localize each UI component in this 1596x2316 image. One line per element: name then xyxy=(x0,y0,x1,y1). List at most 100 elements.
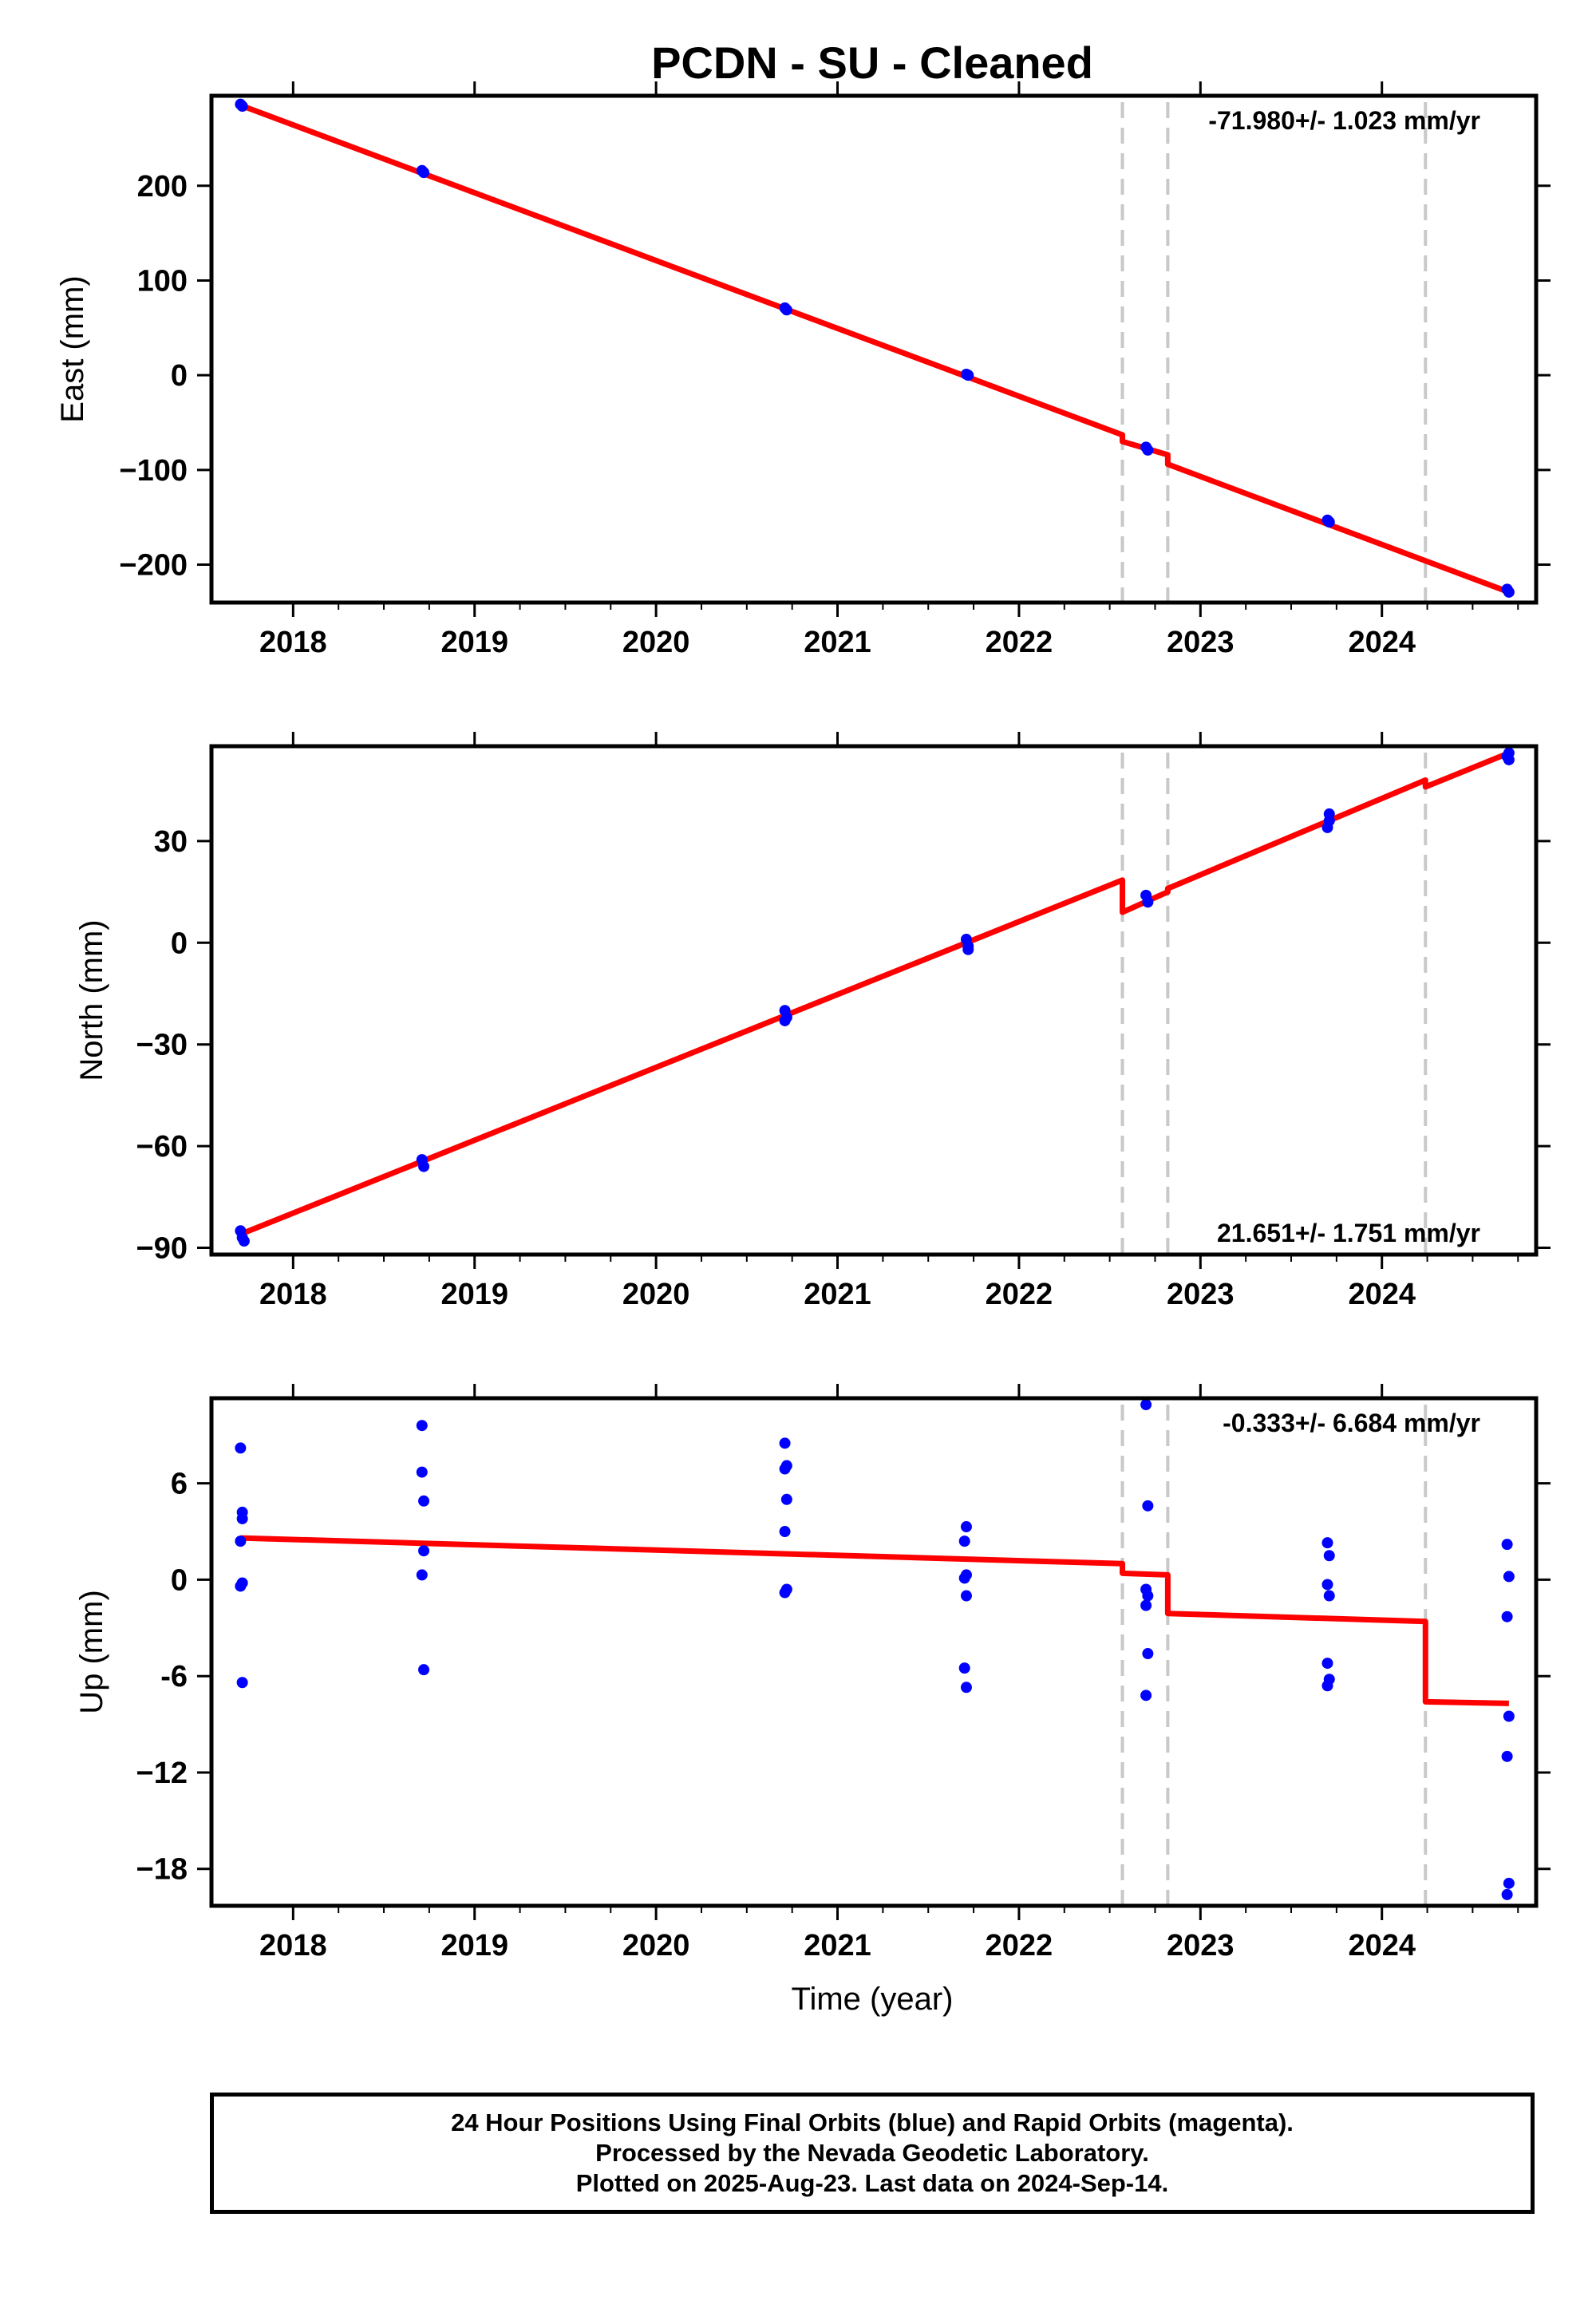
up-data-point xyxy=(960,1521,972,1533)
east-y-tick-label: −200 xyxy=(119,549,188,583)
up-data-point xyxy=(960,1682,972,1694)
north-x-tick-label: 2018 xyxy=(259,1278,327,1311)
north-y-tick-label: −90 xyxy=(136,1232,188,1266)
up-data-point xyxy=(235,1580,247,1592)
north-y-tick-label: 0 xyxy=(171,927,188,960)
up-y-tick-label: -6 xyxy=(160,1660,188,1694)
up-data-point xyxy=(1323,1550,1335,1562)
east-data-point xyxy=(418,167,430,179)
east-y-tick-label: 200 xyxy=(137,170,188,204)
east-data-point xyxy=(1503,586,1515,598)
up-rate-label: -0.333+/- 6.684 mm/yr xyxy=(1223,1409,1480,1437)
x-axis-label: Time (year) xyxy=(792,1982,954,2017)
up-panel: 2018 2019 2020 2021 2022 2023 2024 6 0 -6 −12 −18 Up… xyxy=(74,1384,1551,1962)
footer-line-3: Plotted on 2025-Aug-23. Last data on 202… xyxy=(575,2169,1169,2197)
footer-line-2: Processed by the Nevada Geodetic Laborat… xyxy=(595,2139,1149,2167)
up-data-point xyxy=(1503,1877,1515,1889)
chart-title: PCDN - SU - Cleaned xyxy=(651,38,1093,88)
up-y-tick-label: 6 xyxy=(171,1468,188,1501)
east-data-point xyxy=(1323,516,1335,528)
up-data-point xyxy=(1142,1590,1154,1602)
north-rate-label: 21.651+/- 1.751 mm/yr xyxy=(1217,1219,1480,1247)
east-panel: 2018 2019 2020 2021 2022 2023 2024 200 100 0 −100 −… xyxy=(55,81,1551,659)
up-data-point xyxy=(1501,1611,1513,1622)
up-data-point xyxy=(779,1587,791,1599)
up-data-point xyxy=(779,1437,791,1449)
north-plot-frame xyxy=(209,744,1539,1257)
up-data-point xyxy=(1140,1690,1152,1701)
up-data-point xyxy=(1501,1888,1513,1900)
up-data-point xyxy=(236,1677,248,1689)
east-y-tick-label: 100 xyxy=(137,264,188,298)
north-x-tick-label: 2022 xyxy=(986,1278,1053,1311)
up-y-tick-label: −12 xyxy=(136,1757,188,1790)
up-data-point xyxy=(958,1572,970,1584)
east-rate-label: -71.980+/- 1.023 mm/yr xyxy=(1208,106,1480,135)
up-data-point xyxy=(1503,1710,1515,1722)
up-data-point xyxy=(1503,1571,1515,1583)
north-x-tick-label: 2020 xyxy=(622,1278,690,1311)
up-data-point xyxy=(235,1442,247,1454)
up-data-point xyxy=(1501,1750,1513,1762)
north-y-axis-label: North (mm) xyxy=(74,919,109,1081)
north-y-tick-label: −60 xyxy=(136,1130,188,1164)
up-data-point xyxy=(418,1545,430,1557)
up-data-point xyxy=(235,1535,247,1547)
north-data-point xyxy=(1503,753,1515,765)
up-data-point xyxy=(779,1526,791,1538)
up-data-point xyxy=(1321,1579,1333,1591)
north-x-tick-label: 2019 xyxy=(440,1278,508,1311)
north-x-tick-label: 2021 xyxy=(804,1278,871,1311)
up-x-tick-label: 2024 xyxy=(1348,1929,1416,1962)
east-y-axis-label: East (mm) xyxy=(55,275,90,422)
up-data-point xyxy=(779,1463,791,1475)
up-data-point xyxy=(1142,1500,1154,1512)
up-data-point xyxy=(1501,1539,1513,1551)
footer-line-1: 24 Hour Positions Using Final Orbits (bl… xyxy=(451,2109,1294,2136)
up-data-point xyxy=(958,1535,970,1547)
up-y-axis-label: Up (mm) xyxy=(74,1590,109,1714)
up-x-tick-label: 2022 xyxy=(986,1929,1053,1962)
up-data-point xyxy=(236,1512,248,1524)
up-x-tick-label: 2023 xyxy=(1167,1929,1235,1962)
up-data-point xyxy=(1140,1599,1152,1611)
up-data-point xyxy=(1321,1680,1333,1692)
east-data-point xyxy=(1142,444,1154,456)
up-x-tick-label: 2018 xyxy=(259,1929,327,1962)
up-data-point xyxy=(1140,1399,1152,1411)
up-data-point xyxy=(418,1495,430,1507)
up-y-tick-label: −18 xyxy=(136,1853,188,1887)
north-y-tick-label: −30 xyxy=(136,1029,188,1062)
north-data-point xyxy=(962,943,974,955)
up-trend-line xyxy=(240,1535,1509,1706)
north-y-tick-label: 30 xyxy=(154,825,188,859)
east-x-tick-label: 2024 xyxy=(1348,626,1416,659)
north-trend-line xyxy=(239,750,1511,1237)
up-data-point xyxy=(1321,1658,1333,1670)
up-data-point xyxy=(418,1664,430,1676)
up-data-point xyxy=(958,1662,970,1674)
east-x-tick-label: 2018 xyxy=(259,626,327,659)
east-y-tick-label: 0 xyxy=(171,359,188,393)
east-x-tick-label: 2019 xyxy=(440,626,508,659)
north-data-point xyxy=(238,1235,250,1247)
up-data-point xyxy=(416,1420,428,1432)
up-data-point xyxy=(416,1466,428,1478)
east-data-point xyxy=(962,370,974,381)
east-x-tick-label: 2020 xyxy=(622,626,690,659)
east-x-tick-label: 2022 xyxy=(986,626,1053,659)
north-panel: 2018 2019 2020 2021 2022 2023 2024 30 0 −30 −60 −90… xyxy=(74,732,1551,1311)
north-data-point xyxy=(1323,808,1335,820)
up-data-point xyxy=(1323,1590,1335,1602)
north-data-point xyxy=(1142,896,1154,908)
up-data-point xyxy=(960,1590,972,1602)
east-plot-frame xyxy=(209,93,1539,605)
up-data-point xyxy=(1142,1648,1154,1660)
up-data-point xyxy=(1321,1537,1333,1549)
east-data-point xyxy=(780,304,792,316)
up-data-point xyxy=(780,1493,792,1505)
east-y-tick-label: −100 xyxy=(119,454,188,488)
east-data-point xyxy=(236,101,248,113)
up-plot-frame xyxy=(209,1396,1539,1908)
north-data-point xyxy=(418,1160,430,1172)
